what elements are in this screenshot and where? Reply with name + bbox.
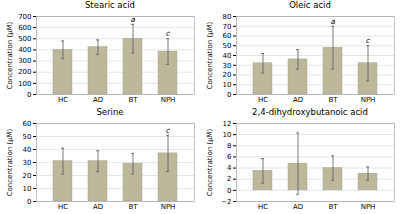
svg-text:20: 20 bbox=[23, 172, 32, 180]
svg-text:0: 0 bbox=[227, 187, 231, 195]
svg-text:AD: AD bbox=[293, 96, 303, 104]
svg-text:60: 60 bbox=[223, 32, 232, 40]
svg-text:6: 6 bbox=[227, 153, 232, 161]
svg-text:NPH: NPH bbox=[161, 96, 176, 104]
html-text:Serine: Serine bbox=[96, 107, 124, 117]
svg-text:10: 10 bbox=[23, 185, 32, 193]
svg-text:8: 8 bbox=[227, 142, 231, 150]
svg-text:80: 80 bbox=[223, 13, 232, 21]
svg-text:−2: −2 bbox=[221, 198, 231, 206]
svg-text:12: 12 bbox=[223, 120, 232, 128]
svg-text:a: a bbox=[131, 15, 136, 24]
svg-text:2: 2 bbox=[227, 175, 231, 183]
svg-text:NPH: NPH bbox=[361, 203, 376, 211]
svg-text:500: 500 bbox=[18, 35, 31, 43]
svg-text:10: 10 bbox=[223, 131, 232, 139]
svg-text:100: 100 bbox=[18, 80, 31, 88]
html-text:Stearic acid: Stearic acid bbox=[85, 0, 135, 10]
svg-text:NPH: NPH bbox=[161, 203, 176, 211]
svg-text:30: 30 bbox=[23, 159, 32, 167]
svg-text:HC: HC bbox=[58, 203, 68, 211]
svg-text:70: 70 bbox=[223, 22, 232, 30]
svg-text:BT: BT bbox=[328, 203, 338, 211]
svg-text:300: 300 bbox=[18, 57, 31, 65]
svg-text:AD: AD bbox=[93, 203, 103, 211]
svg-text:30: 30 bbox=[223, 61, 232, 69]
svg-text:NPH: NPH bbox=[361, 96, 376, 104]
svg-text:Concentration (μM): Concentration (μM) bbox=[206, 128, 214, 196]
svg-text:BT: BT bbox=[128, 96, 138, 104]
svg-text:HC: HC bbox=[258, 96, 268, 104]
svg-text:Concentration (μM): Concentration (μM) bbox=[206, 21, 214, 89]
svg-text:BT: BT bbox=[328, 96, 338, 104]
svg-text:AD: AD bbox=[93, 96, 103, 104]
svg-text:HC: HC bbox=[258, 203, 268, 211]
svg-text:c: c bbox=[166, 29, 171, 38]
svg-text:AD: AD bbox=[293, 203, 303, 211]
svg-text:0: 0 bbox=[27, 91, 31, 99]
svg-text:Concentration (μM): Concentration (μM) bbox=[6, 21, 14, 89]
svg-text:600: 600 bbox=[18, 24, 31, 32]
svg-text:HC: HC bbox=[58, 96, 68, 104]
svg-text:50: 50 bbox=[223, 42, 232, 50]
svg-text:400: 400 bbox=[18, 46, 31, 54]
html-text:2,4-dihydroxybutanoic acid: 2,4-dihydroxybutanoic acid bbox=[252, 107, 368, 117]
html-text:Oleic acid: Oleic acid bbox=[289, 0, 331, 10]
svg-text:60: 60 bbox=[23, 120, 32, 128]
svg-text:c: c bbox=[366, 36, 371, 45]
svg-text:20: 20 bbox=[223, 71, 232, 79]
svg-text:700: 700 bbox=[18, 13, 31, 21]
svg-text:200: 200 bbox=[18, 68, 31, 76]
svg-text:10: 10 bbox=[223, 81, 232, 89]
svg-text:40: 40 bbox=[223, 52, 232, 60]
svg-text:4: 4 bbox=[227, 164, 232, 172]
svg-text:40: 40 bbox=[23, 146, 32, 154]
svg-text:0: 0 bbox=[27, 198, 31, 206]
svg-text:c: c bbox=[166, 126, 171, 135]
svg-text:Concentration (μM): Concentration (μM) bbox=[6, 128, 14, 196]
svg-text:50: 50 bbox=[23, 133, 32, 141]
svg-text:0: 0 bbox=[227, 91, 231, 99]
svg-text:BT: BT bbox=[128, 203, 138, 211]
svg-text:a: a bbox=[331, 17, 336, 26]
